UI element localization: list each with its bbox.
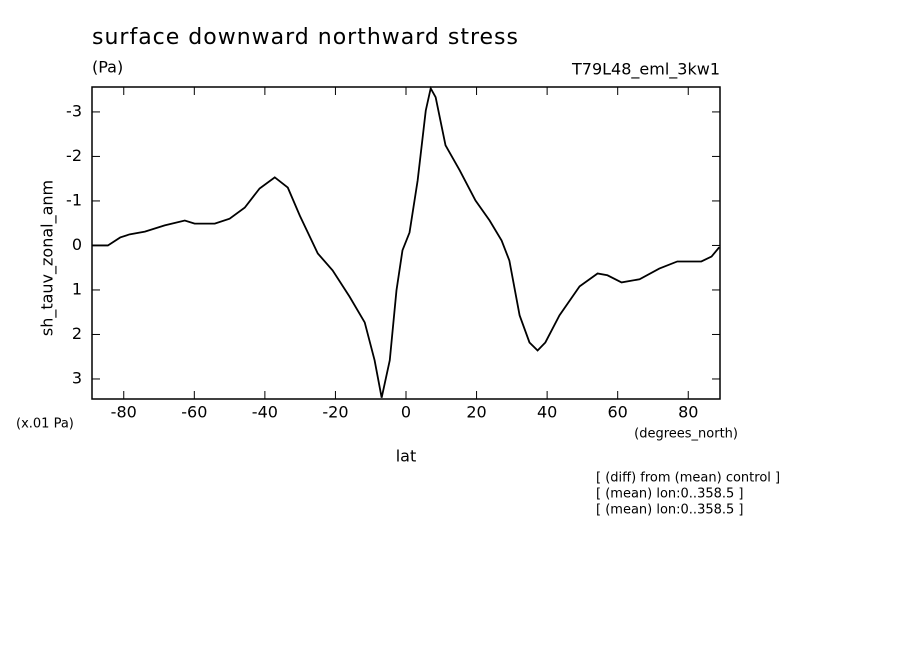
- y-tick-label: -1: [66, 190, 82, 209]
- y-tick-label: -3: [66, 101, 82, 120]
- x-tick-label: -80: [111, 403, 137, 422]
- note: [ (mean) lon:0..358.5 ]: [596, 487, 744, 502]
- y-axis-label: sh_tauv_zonal_anm: [38, 180, 58, 336]
- x-tick-label: 0: [401, 403, 411, 422]
- x-tick-label: 60: [608, 403, 628, 422]
- y-tick-label: 2: [72, 324, 82, 343]
- y-tick-label: 1: [72, 279, 82, 298]
- note: [ (diff) from (mean) control ]: [596, 471, 780, 486]
- y-scale-note: (x.01 Pa): [16, 417, 74, 432]
- y-tick-label: 3: [72, 368, 82, 387]
- x-tick-label: -20: [322, 403, 348, 422]
- x-axis-label: lat: [396, 447, 417, 466]
- x-units: (degrees_north): [634, 427, 738, 442]
- y-tick-label: 0: [72, 235, 82, 254]
- y-tick-label: -2: [66, 146, 82, 165]
- data-line: [92, 85, 720, 398]
- x-tick-label: 20: [466, 403, 486, 422]
- x-tick-label: 80: [678, 403, 698, 422]
- chart-title: surface downward northward stress: [92, 25, 519, 50]
- x-tick-label: -60: [181, 403, 207, 422]
- dataset: T79L48_eml_3kw1: [571, 60, 720, 80]
- x-tick-label: -40: [252, 403, 278, 422]
- x-tick-label: 40: [537, 403, 557, 422]
- note: [ (mean) lon:0..358.5 ]: [596, 503, 744, 518]
- units: (Pa): [92, 58, 123, 77]
